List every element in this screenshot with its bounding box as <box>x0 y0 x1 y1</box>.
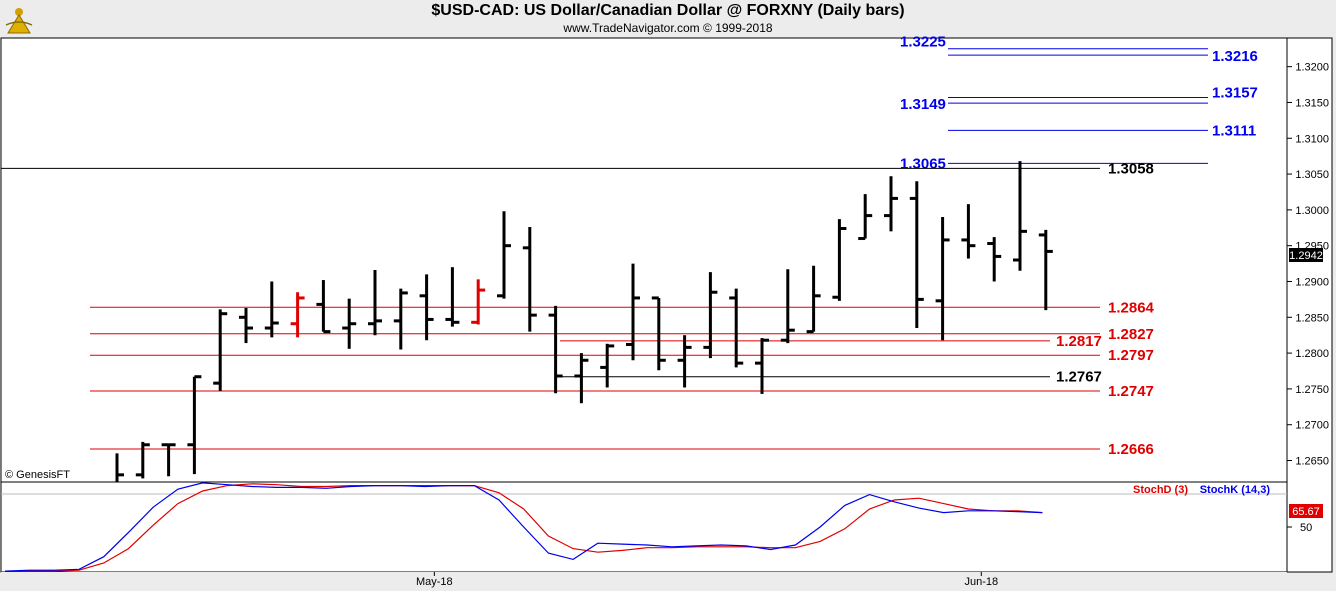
stochastic-pane <box>0 481 1288 573</box>
price-tick-label: 1.3100 <box>1295 133 1329 145</box>
stoch-tick-label: 50 <box>1300 522 1312 534</box>
price-tick-label: 1.3000 <box>1295 205 1329 217</box>
level-label: 1.2747 <box>1108 383 1154 400</box>
stoch-series-line <box>5 483 1043 572</box>
stochastic-lines: 50 <box>4 482 1312 572</box>
last-price-box <box>1289 248 1323 262</box>
last-stoch-box <box>1289 504 1323 518</box>
level-label: 1.3058 <box>1108 160 1154 177</box>
level-label: 1.3216 <box>1212 48 1258 65</box>
date-tick-label: May-18 <box>416 576 453 588</box>
chart-subtitle: www.TradeNavigator.com © 1999-2018 <box>563 21 773 35</box>
date-tick-label: Jun-18 <box>964 576 998 588</box>
level-label: 1.2767 <box>1056 369 1102 386</box>
level-label: 1.3065 <box>900 155 946 172</box>
price-tick-label: 1.3150 <box>1295 97 1329 109</box>
level-label: 1.2666 <box>1108 441 1154 458</box>
price-tick-label: 1.2850 <box>1295 312 1329 324</box>
level-label: 1.2864 <box>1108 299 1155 316</box>
price-bars <box>115 161 1053 482</box>
chart-title: $USD-CAD: US Dollar/Canadian Dollar @ FO… <box>431 2 905 19</box>
price-tick-label: 1.2800 <box>1295 348 1329 360</box>
level-label: 1.2797 <box>1108 347 1154 364</box>
stochk-legend: StochK (14,3) <box>1200 484 1271 496</box>
level-label: 1.2817 <box>1056 333 1102 350</box>
last-price-label: 1.2942 <box>1289 250 1323 262</box>
stochd-legend: StochD (3) <box>1133 484 1188 496</box>
price-axis <box>1286 37 1333 573</box>
level-label: 1.2827 <box>1108 326 1154 343</box>
watermark: © GenesisFT <box>5 469 70 481</box>
price-pane <box>0 37 1288 483</box>
date-labels: May-18 Jun-18 <box>416 572 998 588</box>
support-resistance-levels: 1.3225 1.3216 1.3149 1.3157 1.3111 1.3065 1.30… <box>1 34 1258 458</box>
price-tick-label: 1.2900 <box>1295 276 1329 288</box>
chart-header: $USD-CAD: US Dollar/Canadian Dollar @ FO… <box>0 0 1336 38</box>
level-label: 1.3149 <box>900 96 946 113</box>
last-stoch-label: 65.67 <box>1292 506 1320 518</box>
price-tick-label: 1.2750 <box>1295 384 1329 396</box>
trade-navigator-logo <box>5 8 33 34</box>
level-label: 1.3111 <box>1212 122 1256 139</box>
price-tick-label: 1.2700 <box>1295 420 1329 432</box>
price-tick-label: 1.3200 <box>1295 62 1329 74</box>
level-label: 1.3157 <box>1212 84 1258 101</box>
price-tick-label: 1.3050 <box>1295 169 1329 181</box>
date-axis <box>1 572 1287 589</box>
price-tick-label: 1.2650 <box>1295 456 1329 468</box>
level-label: 1.3225 <box>900 34 946 51</box>
stoch-series-line <box>4 482 1043 572</box>
